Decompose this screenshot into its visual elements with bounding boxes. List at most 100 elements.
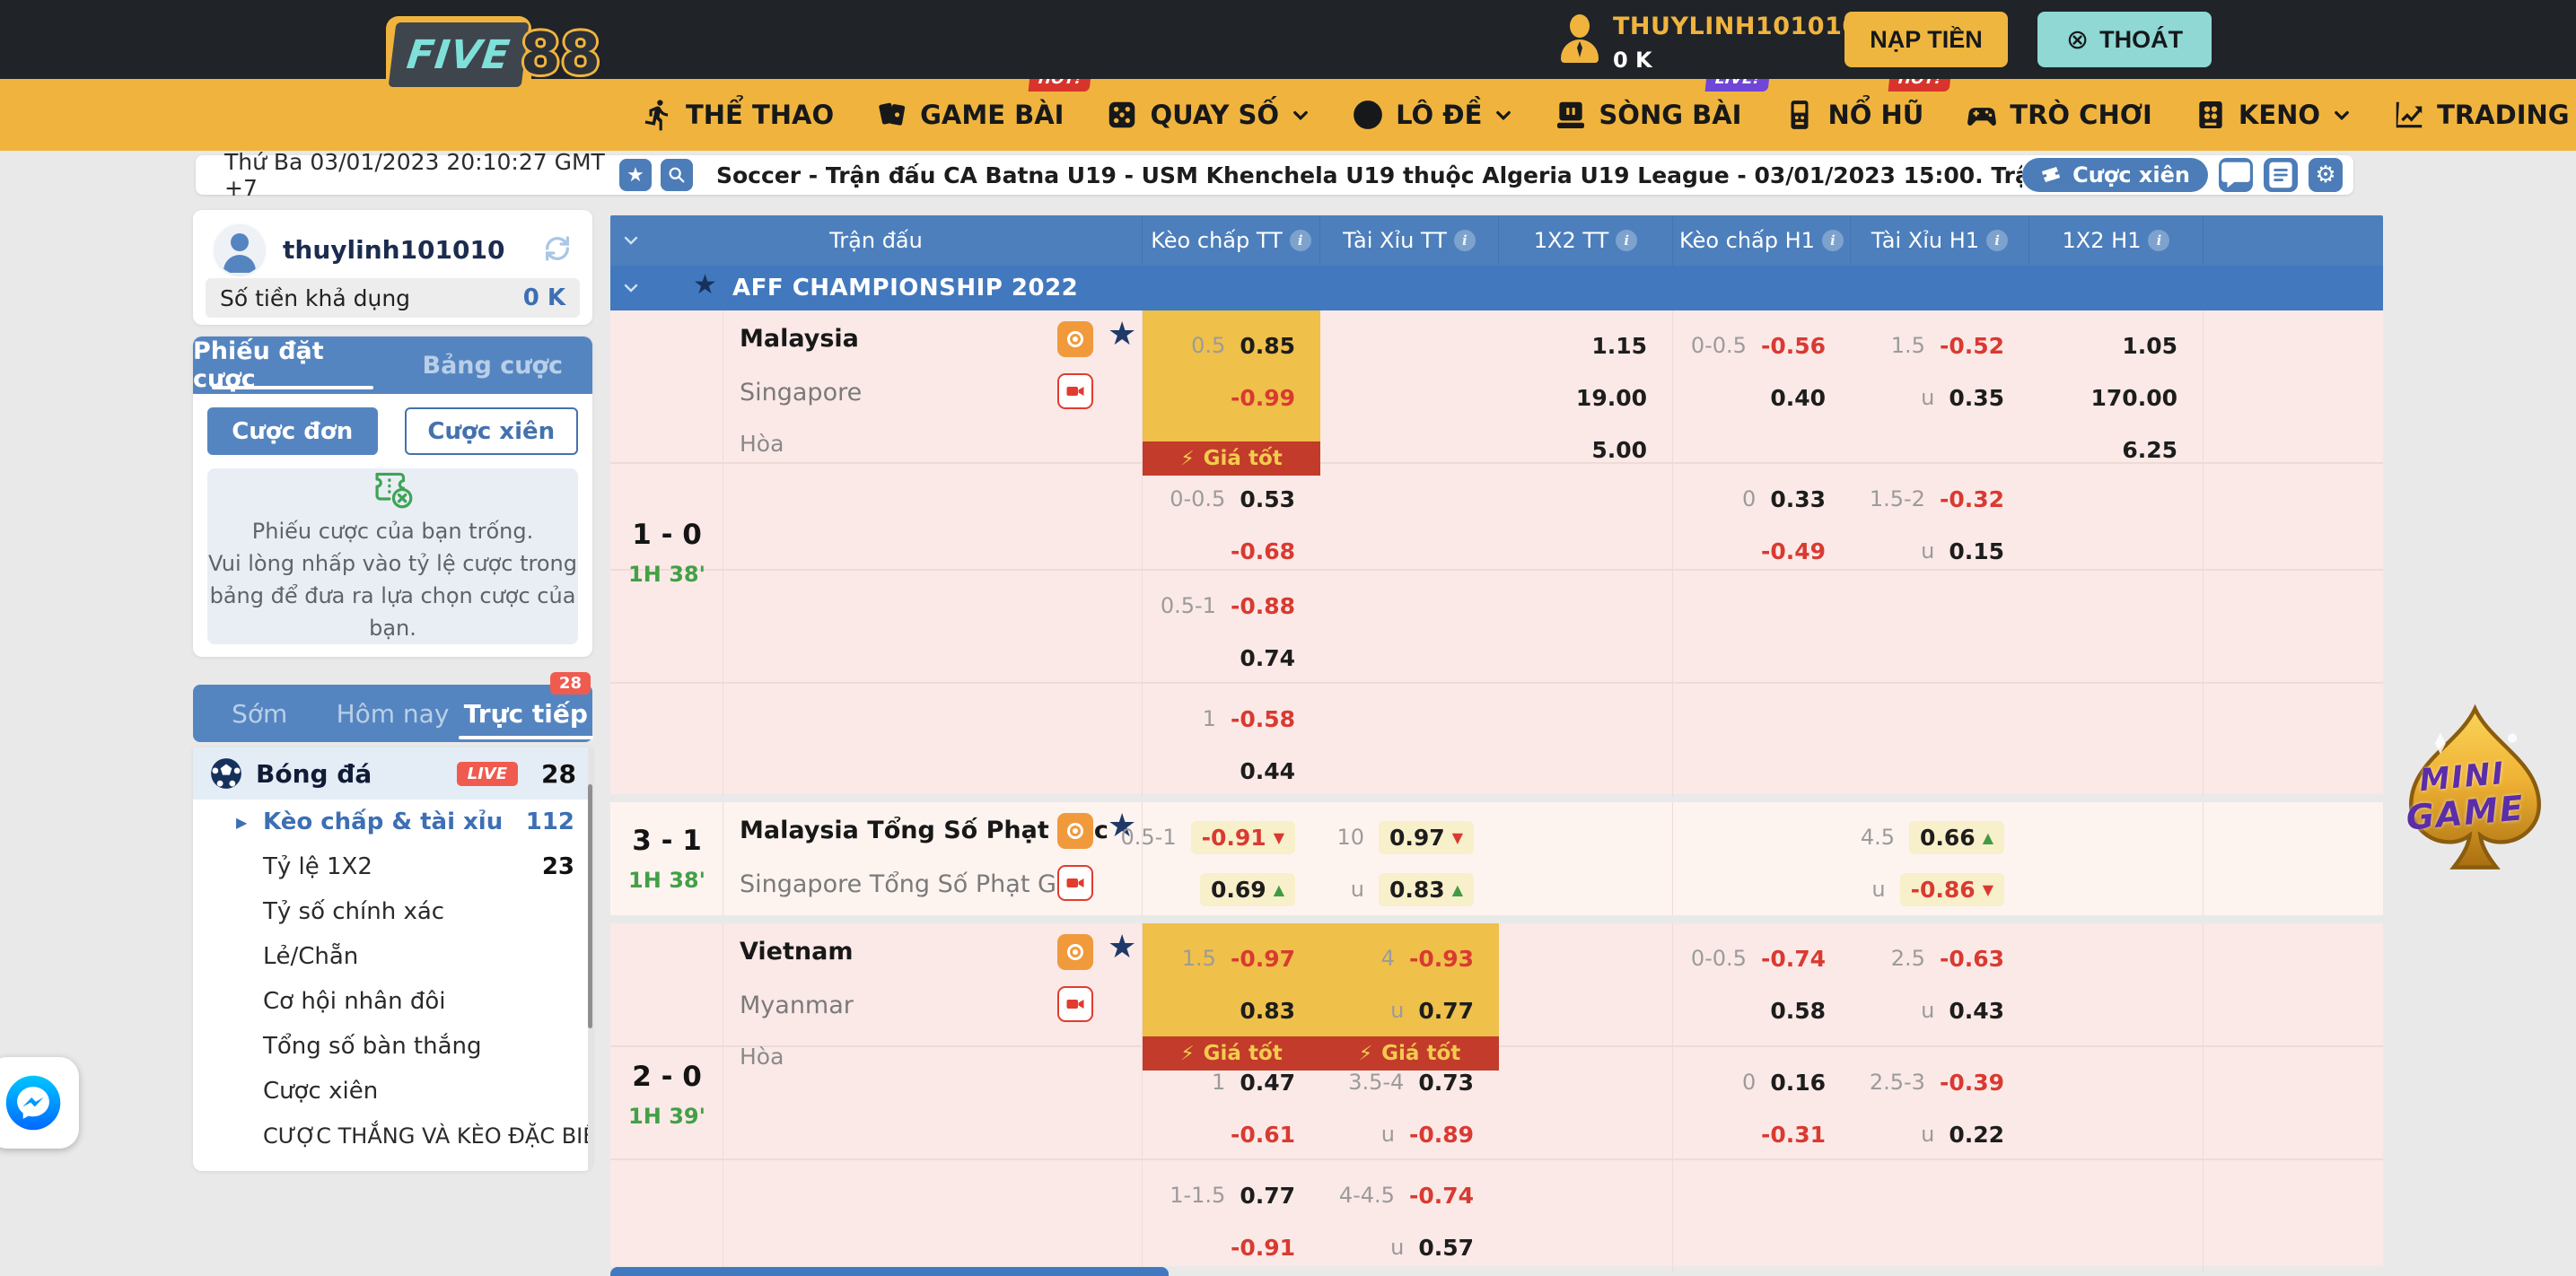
changed-odds-box[interactable]: 0.66 ▲ <box>1909 820 2004 854</box>
five88-logo[interactable]: FIVE 88 <box>386 16 601 95</box>
changed-odds-box[interactable]: 0.97 ▼ <box>1379 820 1474 854</box>
topbar-user[interactable]: THUYLINH101010 0 K <box>1559 13 1860 73</box>
sidebar-item-keo-chap-tai-xiu[interactable]: ▶ Kèo chấp & tài xỉu 112 <box>193 800 592 844</box>
odds-value[interactable]: 0.77 <box>1418 997 1474 1024</box>
odds-value[interactable]: -0.74 <box>1408 1182 1474 1209</box>
odds-value[interactable]: -0.49 <box>1760 537 1826 564</box>
changed-odds-box[interactable]: -0.86 ▼ <box>1899 872 2004 906</box>
sidebar-item-tong-so-ban-thang[interactable]: ▶Tổng số bàn thắng <box>193 1024 592 1069</box>
parlay-ticket-button[interactable]: Cược xiên <box>2022 158 2208 192</box>
video-stream-icon[interactable] <box>1057 865 1093 901</box>
changed-odds-box[interactable]: 0.83 ▲ <box>1379 872 1474 906</box>
tab-bang-cuoc[interactable]: Bảng cược <box>422 351 564 380</box>
watch-icon[interactable] <box>1057 934 1093 970</box>
video-stream-icon[interactable] <box>1057 986 1093 1022</box>
odds-value[interactable]: -0.31 <box>1760 1121 1826 1148</box>
nav-item-game-bai[interactable]: GAME BÀI HOT! <box>875 67 1092 132</box>
odds-value[interactable]: -0.93 <box>1408 945 1474 972</box>
nav-item-keno[interactable]: KENO <box>2194 98 2351 132</box>
odds-value[interactable]: 0.69 <box>1211 876 1266 903</box>
league-collapse-icon[interactable] <box>621 278 641 298</box>
odds-value[interactable]: 0.57 <box>1418 1234 1474 1261</box>
odds-value[interactable]: 1.05 <box>2122 332 2177 359</box>
odds-value[interactable]: 0.73 <box>1418 1069 1474 1096</box>
odds-value[interactable]: -0.99 <box>1230 384 1295 411</box>
odds-value[interactable]: 0.74 <box>1240 644 1295 671</box>
nav-item-no-hu[interactable]: NỔ HŨ HOT! <box>1783 67 1952 132</box>
refresh-balance-button[interactable] <box>542 233 573 264</box>
odds-value[interactable]: 0.83 <box>1389 876 1445 903</box>
cuoc-on-button[interactable]: Cược đơn <box>207 407 378 455</box>
odds-value[interactable]: -0.68 <box>1230 537 1295 564</box>
odds-value[interactable]: 0.53 <box>1240 485 1295 512</box>
cuoc-xien-button[interactable]: Cược xiên <box>404 407 578 455</box>
watch-icon[interactable] <box>1057 813 1093 849</box>
odds-value[interactable]: 0.47 <box>1240 1069 1295 1096</box>
odds-value[interactable]: 5.00 <box>1591 436 1647 463</box>
odds-value[interactable]: 0.35 <box>1949 384 2004 411</box>
nav-item-quay-so[interactable]: QUAY SỐ <box>1105 98 1310 132</box>
odds-value[interactable]: -0.61 <box>1230 1121 1295 1148</box>
favorite-star-icon[interactable]: ★ <box>1108 929 1137 966</box>
odds-value[interactable]: 0.43 <box>1949 997 2004 1024</box>
watch-icon[interactable] <box>1057 321 1093 357</box>
settings-button[interactable]: ⚙ <box>2309 158 2343 192</box>
tab-truc-tiep[interactable]: Trực tiếp 28 <box>460 672 592 742</box>
odds-value[interactable]: -0.63 <box>1939 945 2004 972</box>
video-stream-icon[interactable] <box>1057 373 1093 409</box>
odds-value[interactable]: 0.83 <box>1240 997 1295 1024</box>
odds-value[interactable]: -0.56 <box>1760 332 1826 359</box>
sidebar-scrollbar-thumb[interactable] <box>588 784 592 1028</box>
nav-item-trading[interactable]: TRADING <box>2392 98 2570 132</box>
odds-value[interactable]: 0.33 <box>1770 485 1826 512</box>
info-icon[interactable]: i <box>1616 230 1638 251</box>
changed-odds-box[interactable]: 0.69 ▲ <box>1200 872 1295 906</box>
odds-value[interactable]: 0.44 <box>1240 757 1295 784</box>
statement-button[interactable] <box>2264 158 2298 192</box>
odds-value[interactable]: 6.25 <box>2122 436 2177 463</box>
nav-item-the-thao[interactable]: THỂ THAO <box>641 98 834 132</box>
tab-phieu-at-cuoc[interactable]: Phiếu đặt cược <box>193 336 393 394</box>
odds-value[interactable]: -0.32 <box>1939 485 2004 512</box>
search-button[interactable] <box>661 159 693 191</box>
info-icon[interactable]: i <box>1289 230 1311 251</box>
odds-value[interactable]: -0.97 <box>1230 945 1295 972</box>
sidebar-item-ty-so-chinh-xac[interactable]: ▶Tỷ số chính xác <box>193 889 592 934</box>
odds-value[interactable]: -0.52 <box>1939 332 2004 359</box>
odds-value[interactable]: -0.88 <box>1230 592 1295 619</box>
odds-value[interactable]: 0.97 <box>1389 824 1445 851</box>
tab-hom-nay[interactable]: Hôm nay <box>336 698 450 729</box>
odds-value[interactable]: 170.00 <box>2090 384 2177 411</box>
chat-button[interactable] <box>2219 158 2253 192</box>
odds-value[interactable]: 0.22 <box>1949 1121 2004 1148</box>
info-icon[interactable]: i <box>1453 230 1476 251</box>
sidebar-item-cuoc-xien[interactable]: ▶Cược xiên <box>193 1069 592 1114</box>
odds-value[interactable]: 19.00 <box>1575 384 1647 411</box>
messenger-chat-button[interactable] <box>0 1057 79 1149</box>
logout-button[interactable]: ⊗ THOÁT <box>2037 12 2212 67</box>
favorite-button[interactable]: ★ <box>619 159 652 191</box>
sidebar-item-le-chan[interactable]: ▶Lẻ/Chẵn <box>193 934 592 979</box>
info-icon[interactable]: i <box>2148 230 2170 251</box>
odds-value[interactable]: 0.15 <box>1949 537 2004 564</box>
odds-value[interactable]: 0.58 <box>1770 997 1826 1024</box>
mini-game-widget[interactable]: MINI GAME <box>2374 704 2576 879</box>
changed-odds-box[interactable]: -0.91 ▼ <box>1190 820 1295 854</box>
odds-value[interactable]: 0.85 <box>1240 332 1295 359</box>
odds-value[interactable]: 0.16 <box>1770 1069 1826 1096</box>
favorite-star-icon[interactable]: ★ <box>1108 316 1137 353</box>
odds-value[interactable]: -0.74 <box>1760 945 1826 972</box>
odds-value[interactable]: -0.86 <box>1910 876 1976 903</box>
league-star-icon[interactable]: ★ <box>693 269 717 301</box>
sidebar-item-football[interactable]: Bóng đá LIVE 28 <box>193 747 592 800</box>
league-row[interactable]: ★ AFF CHAMPIONSHIP 2022 <box>610 266 2383 310</box>
favorite-star-icon[interactable]: ★ <box>1108 808 1137 844</box>
tab-som[interactable]: Sớm <box>232 698 288 729</box>
info-icon[interactable]: i <box>1821 230 1844 251</box>
odds-value[interactable]: 0.66 <box>1920 824 1976 851</box>
odds-value[interactable]: -0.91 <box>1201 824 1266 851</box>
odds-value[interactable]: 1.15 <box>1591 332 1647 359</box>
nav-item-song-bai[interactable]: SÒNG BÀI LIVE! <box>1554 67 1770 132</box>
odds-value[interactable]: -0.89 <box>1408 1121 1474 1148</box>
